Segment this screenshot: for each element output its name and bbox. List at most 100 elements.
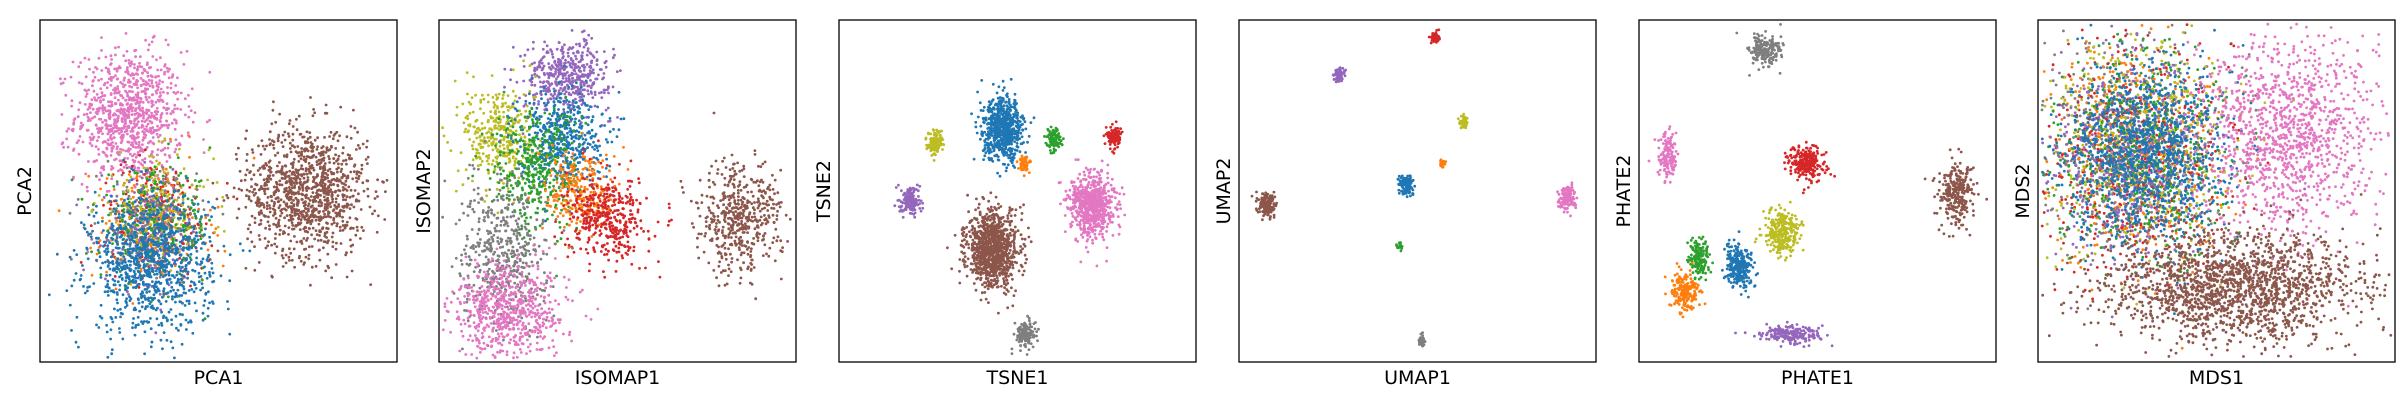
scatter-point xyxy=(259,185,263,188)
scatter-point xyxy=(115,67,118,71)
scatter-point xyxy=(140,170,144,174)
scatter-point xyxy=(320,201,324,205)
scatter-point xyxy=(122,126,125,130)
scatter-point xyxy=(323,207,327,211)
scatter-point xyxy=(349,250,353,254)
scatter-point xyxy=(359,208,363,211)
scatter-point xyxy=(127,59,131,62)
scatter-point xyxy=(476,131,479,134)
scatter-point xyxy=(338,189,342,193)
scatter-point xyxy=(578,42,581,46)
scatter-point xyxy=(297,154,301,158)
scatter-point xyxy=(602,50,606,53)
scatter-point xyxy=(139,147,143,151)
scatter-point xyxy=(104,222,108,225)
scatter-point xyxy=(246,227,250,231)
scatter-point xyxy=(301,193,304,197)
scatter-point xyxy=(515,80,519,84)
scatter-point xyxy=(492,101,496,104)
scatter-point xyxy=(518,96,521,100)
scatter-point xyxy=(319,179,323,183)
scatter-point xyxy=(381,180,384,184)
scatter-point xyxy=(65,137,69,141)
scatter-point xyxy=(77,81,81,85)
scatter-point xyxy=(115,270,119,274)
scatter-point xyxy=(176,181,180,185)
scatter-point xyxy=(539,85,543,89)
scatter-point xyxy=(181,183,185,187)
scatter-point xyxy=(91,107,95,111)
scatter-point xyxy=(348,207,352,211)
scatter-point xyxy=(162,331,166,334)
scatter-point xyxy=(87,232,91,236)
scatter-point xyxy=(187,217,191,221)
scatter-point xyxy=(114,287,118,291)
scatter-point xyxy=(143,288,147,291)
scatter-point xyxy=(90,237,94,241)
scatter-point xyxy=(60,113,64,116)
scatter-point xyxy=(156,187,160,191)
scatter-point xyxy=(173,103,177,107)
scatter-point xyxy=(106,247,109,250)
scatter-point xyxy=(249,170,252,173)
scatter-point xyxy=(306,176,310,179)
scatter-point xyxy=(173,261,177,265)
scatter-point xyxy=(121,120,124,123)
scatter-point xyxy=(341,193,345,197)
scatter-point xyxy=(92,214,96,218)
scatter-point xyxy=(354,217,358,220)
scatter-point xyxy=(206,248,210,252)
scatter-point xyxy=(490,74,494,77)
scatter-point xyxy=(280,176,284,180)
scatter-point xyxy=(199,237,203,241)
scatter-point xyxy=(182,63,186,66)
scatter-point xyxy=(157,211,160,215)
scatter-point xyxy=(196,202,200,206)
scatter-point xyxy=(288,177,292,181)
scatter-point xyxy=(301,215,305,219)
scatter-point xyxy=(134,249,138,253)
scatter-point xyxy=(270,274,274,278)
scatter-point xyxy=(170,121,174,125)
scatter-point xyxy=(140,252,144,256)
scatter-point xyxy=(206,255,210,259)
scatter-point xyxy=(310,144,313,148)
scatter-point xyxy=(149,129,152,133)
scatter-point xyxy=(155,106,159,110)
scatter-point xyxy=(352,164,356,168)
scatter-point xyxy=(102,151,106,155)
scatter-point xyxy=(518,133,521,137)
scatter-point xyxy=(334,211,338,215)
scatter-point xyxy=(314,218,318,222)
scatter-point xyxy=(323,203,327,206)
scatter-point xyxy=(144,168,148,172)
scatter-point xyxy=(154,196,158,200)
scatter-point xyxy=(189,284,192,288)
scatter-point xyxy=(121,108,124,112)
scatter-point xyxy=(522,65,526,68)
scatter-point xyxy=(528,89,532,93)
scatter-point xyxy=(208,235,212,239)
scatter-point xyxy=(90,103,93,107)
scatter-point xyxy=(141,124,145,128)
scatter-point xyxy=(533,83,537,87)
scatter-point xyxy=(126,197,130,201)
scatter-point xyxy=(124,122,128,125)
scatter-point xyxy=(343,174,347,178)
scatter-point xyxy=(116,246,120,250)
scatter-point xyxy=(169,289,173,293)
scatter-point xyxy=(117,152,120,156)
scatter-point xyxy=(190,288,194,291)
scatter-point xyxy=(192,226,196,230)
scatter-point xyxy=(148,222,152,226)
scatter-point xyxy=(125,103,129,106)
scatter-point xyxy=(340,162,344,166)
scatter-point xyxy=(346,153,350,157)
scatter-point xyxy=(511,45,515,49)
scatter-point xyxy=(211,181,215,185)
scatter-point xyxy=(570,73,574,77)
scatter-point xyxy=(288,141,292,145)
scatter-point xyxy=(125,166,129,170)
scatter-point xyxy=(137,252,141,256)
scatter-point xyxy=(274,223,278,227)
